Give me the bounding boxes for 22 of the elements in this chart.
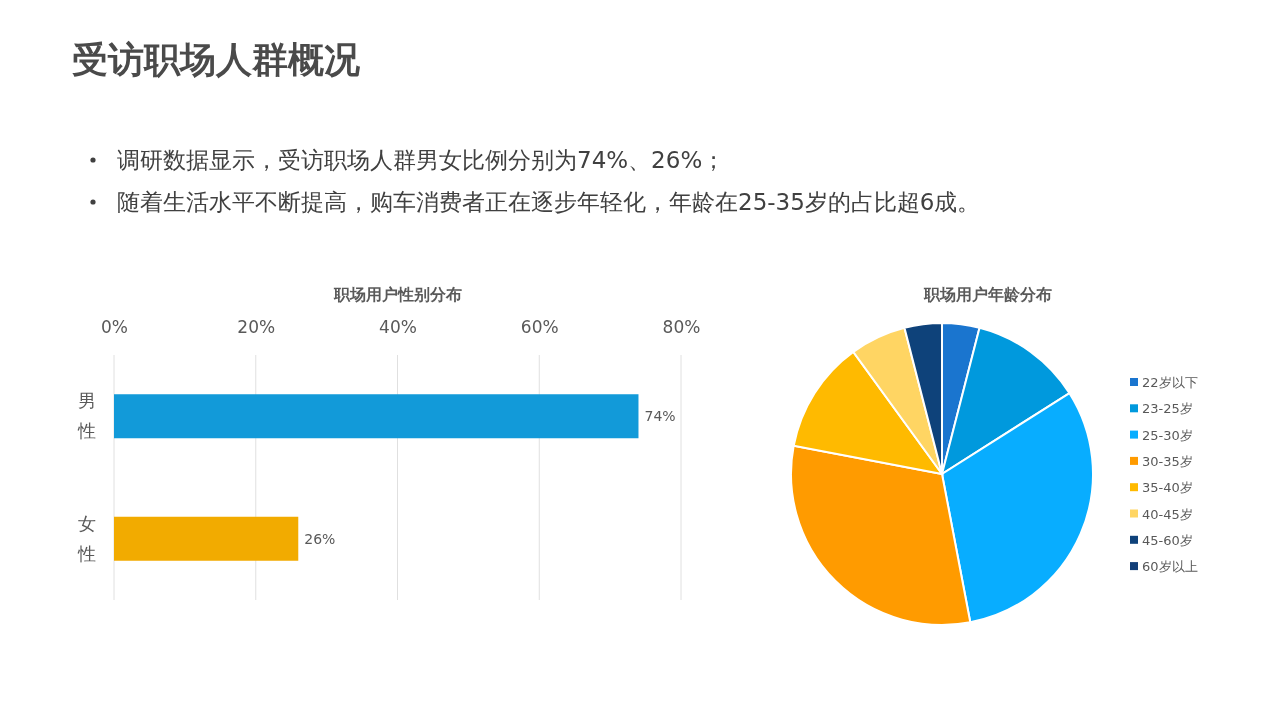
legend-label: 30-35岁 [1142,453,1193,469]
data-label: 74% [644,408,676,425]
legend-label: 25-30岁 [1142,427,1193,443]
legend-label: 23-25岁 [1142,401,1193,417]
x-tick-label: 80% [662,317,701,337]
legend-label: 22岁以下 [1142,375,1198,390]
data-label: 26% [304,530,336,547]
legend-label: 40-45岁 [1142,506,1193,522]
chart-title: 职场用户年龄分布 [923,285,1052,304]
text: 随着生活水平不断提高，购车消费者正在逐步年轻化，年龄在25-35岁的占比超6成。 [117,189,981,215]
text: 调研数据显示，受访职场人群男女比例分别为74%、26%； [117,147,726,173]
text: 受访职场人群概况 [72,39,360,80]
y-tick-label: 女性 [77,512,96,564]
legend-label: 35-40岁 [1142,480,1193,496]
x-tick-label: 0% [101,317,128,337]
legend-label: 60岁以上 [1142,559,1198,575]
x-tick-label: 20% [237,317,276,337]
legend-label: 45-60岁 [1142,532,1193,548]
y-tick-label: 男性 [77,390,96,442]
x-tick-label: 60% [520,317,559,337]
chart-title: 职场用户性别分布 [332,285,462,304]
x-tick-label: 40% [379,317,417,337]
